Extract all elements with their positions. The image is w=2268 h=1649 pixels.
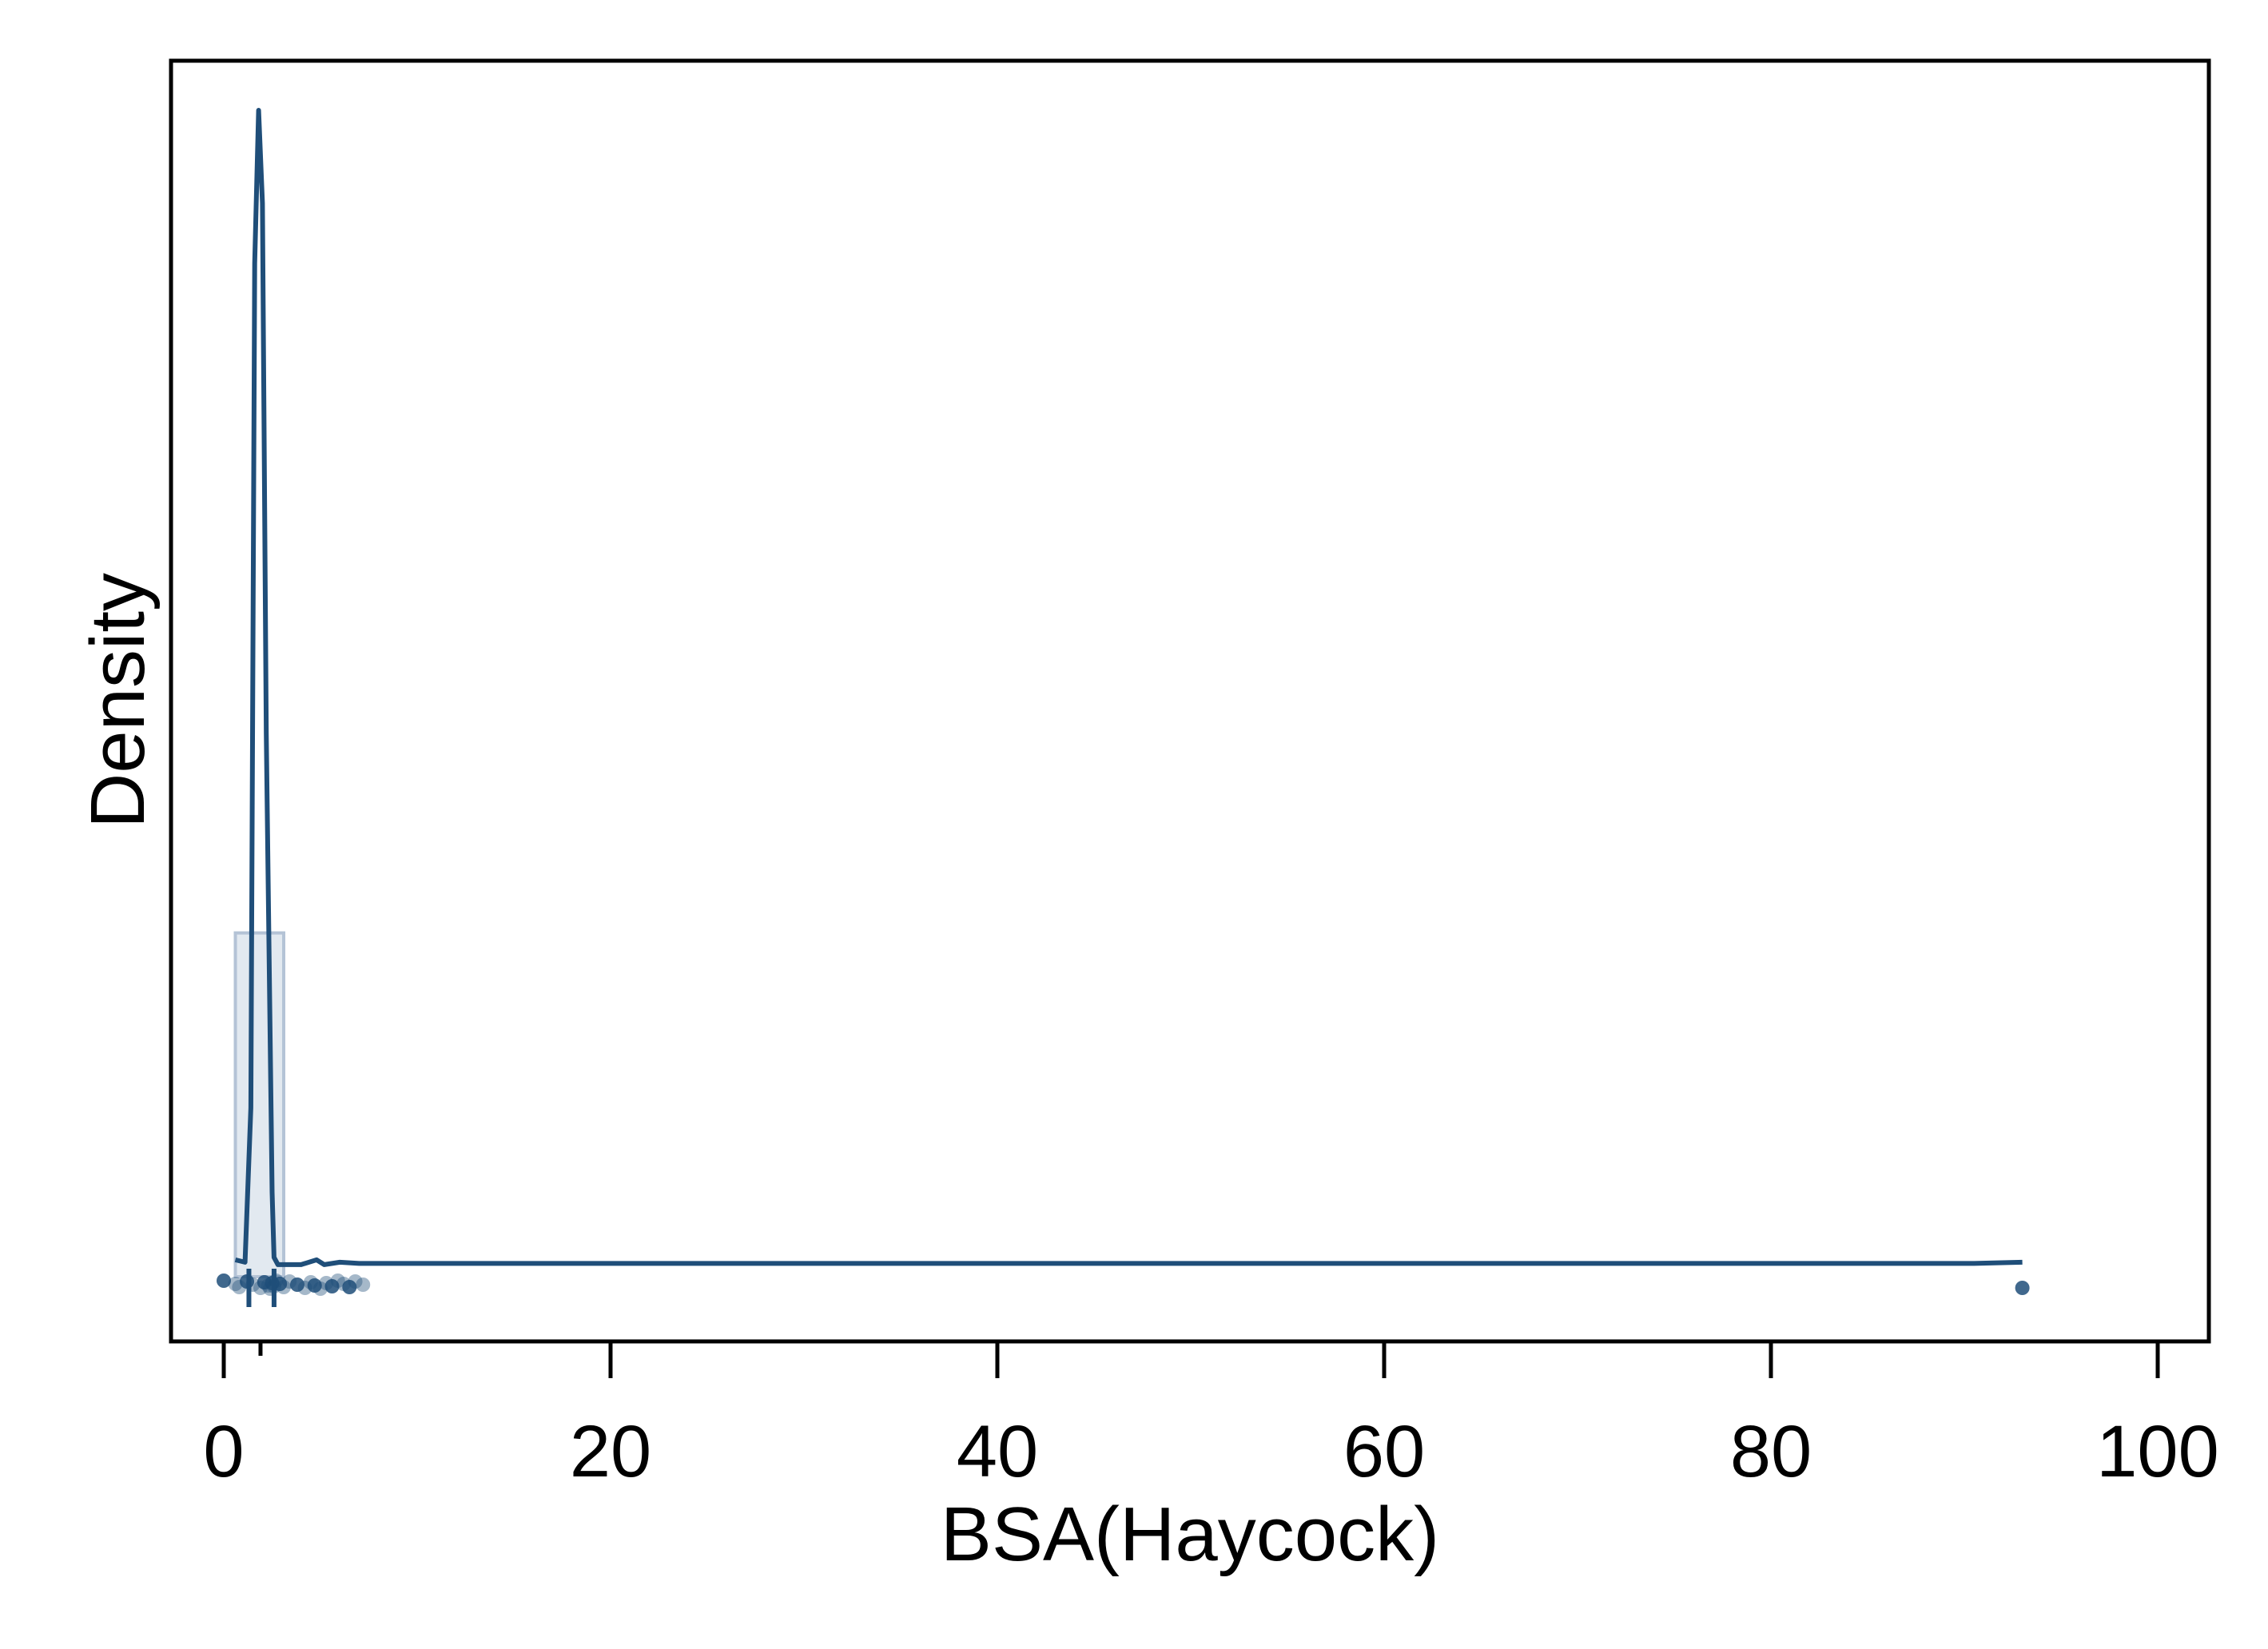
data-point-21: [324, 1279, 340, 1293]
data-point-24: [342, 1280, 357, 1294]
x-axis: 0 20 40 60 80 100: [203, 1341, 2219, 1492]
data-point-27: [2015, 1281, 2030, 1295]
data-point-18: [307, 1278, 322, 1293]
histogram-bar-0: [233, 931, 286, 1278]
x-tick-label-4: 80: [1730, 1411, 1812, 1492]
x-axis-label: BSA(Haycock): [941, 1492, 1439, 1577]
rug-layer: [217, 1274, 2030, 1296]
data-point-25: [348, 1274, 363, 1289]
x-tick-label-3: 60: [1343, 1411, 1425, 1492]
data-point-19: [313, 1281, 328, 1296]
density-curve-layer: [234, 108, 2023, 1267]
density-curve-line: [234, 108, 2023, 1267]
x-tick-label-0: 0: [203, 1411, 244, 1492]
x-tick-label-2: 40: [957, 1411, 1038, 1492]
x-tick-label-1: 20: [570, 1411, 651, 1492]
reference-lines-layer: [246, 1269, 277, 1307]
plot-frame: [169, 58, 2211, 1344]
x-tick-label-5: 100: [2096, 1411, 2219, 1492]
data-point-13: [277, 1280, 292, 1294]
data-point-1: [228, 1277, 243, 1291]
histogram-layer: [233, 931, 286, 1278]
data-point-26: [356, 1277, 371, 1292]
data-point-22: [330, 1274, 345, 1288]
data-point-0: [217, 1274, 231, 1288]
y-axis-label: Density: [75, 573, 161, 828]
data-point-15: [289, 1277, 304, 1292]
